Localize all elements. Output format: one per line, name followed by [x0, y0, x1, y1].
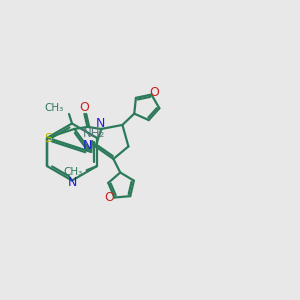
Text: N: N — [67, 176, 77, 188]
Text: O: O — [80, 101, 89, 114]
Text: NH₂: NH₂ — [83, 127, 105, 140]
Text: N: N — [96, 117, 105, 130]
Text: S: S — [44, 132, 52, 145]
Text: CH₃: CH₃ — [63, 167, 83, 177]
Text: O: O — [104, 191, 114, 204]
Text: N: N — [83, 139, 93, 152]
Text: O: O — [149, 86, 159, 99]
Text: CH₃: CH₃ — [45, 103, 64, 113]
